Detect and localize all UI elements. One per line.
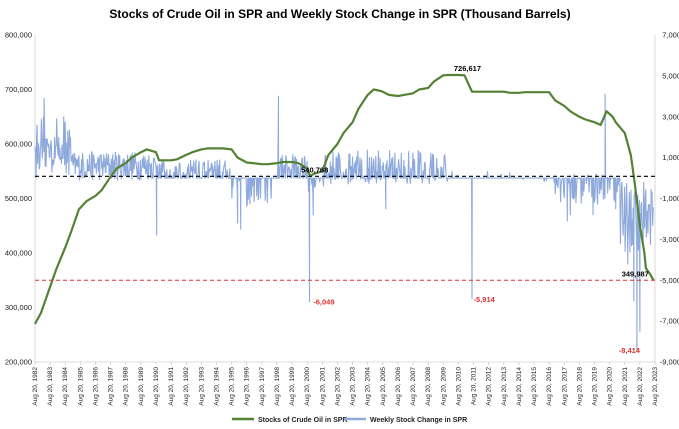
- x-tick-label: Aug 20, 2020: [607, 367, 614, 406]
- x-tick-label: Aug 20, 2012: [486, 367, 493, 406]
- x-tick-label: Aug 20, 1986: [92, 367, 99, 406]
- x-tick-label: Aug 20, 2007: [410, 367, 417, 406]
- x-tick-label: Aug 20, 2009: [440, 367, 447, 406]
- x-tick-label: Aug 20, 2022: [637, 367, 644, 406]
- right-tick-label: 3,000: [662, 112, 679, 121]
- x-tick-label: Aug 20, 2005: [380, 367, 387, 406]
- x-tick-label: Aug 20, 1991: [168, 367, 175, 406]
- right-tick-label: -5,000: [660, 276, 679, 285]
- x-tick-label: Aug 20, 1984: [62, 367, 69, 406]
- x-tick-label: Aug 20, 2010: [455, 367, 462, 406]
- x-tick-label: Aug 20, 1989: [138, 367, 145, 406]
- x-tick-label: Aug 20, 2003: [350, 367, 357, 406]
- annotation-label: 349,987: [622, 269, 649, 278]
- left-axis-ticks: 200,000 300,000 400,000 500,000 600,000 700,0…: [5, 31, 32, 367]
- right-tick-label: -9,000: [660, 358, 679, 367]
- left-tick-label: 800,000: [5, 31, 32, 40]
- x-tick-label: Aug 20, 2008: [425, 367, 432, 406]
- plot-area: [34, 35, 656, 363]
- x-tick-label: Aug 20, 1983: [47, 367, 54, 406]
- x-tick-label: Aug 20, 1994: [213, 367, 220, 406]
- x-tick-label: Aug 20, 1997: [259, 367, 266, 406]
- x-tick-label: Aug 20, 1996: [244, 367, 251, 406]
- x-tick-label: Aug 20, 2004: [365, 367, 372, 406]
- x-tick-label: Aug 20, 2019: [592, 367, 599, 406]
- left-tick-label: 500,000: [5, 194, 32, 203]
- series-weekly-stock-change: [34, 93, 654, 351]
- x-tick-label: Aug 20, 1990: [153, 367, 160, 406]
- chart-title: Stocks of Crude Oil in SPR and Weekly St…: [109, 7, 570, 21]
- x-tick-label: Aug 20, 1995: [229, 367, 236, 406]
- right-tick-label: -7,000: [660, 317, 679, 326]
- right-tick-label: -1,000: [660, 194, 679, 203]
- x-tick-label: Aug 20, 2017: [561, 367, 568, 406]
- legend-label-stocks: Stocks of Crude Oil in SPR: [258, 417, 347, 424]
- left-tick-label: 400,000: [5, 249, 32, 258]
- right-tick-label: 1,000: [662, 153, 679, 162]
- left-tick-label: 600,000: [5, 140, 32, 149]
- stocks-line: [34, 73, 655, 325]
- weekly-change-line: [34, 93, 654, 351]
- x-tick-label: Aug 20, 2011: [471, 367, 478, 406]
- x-tick-label: Aug 20, 1992: [183, 367, 190, 406]
- x-tick-label: Aug 20, 2021: [622, 367, 629, 406]
- x-tick-label: Aug 20, 1999: [289, 367, 296, 406]
- right-tick-label: 5,000: [662, 71, 679, 80]
- x-tick-label: Aug 20, 1982: [32, 367, 39, 406]
- right-tick-label: -3,000: [660, 235, 679, 244]
- annotation-label: -6,049: [313, 298, 334, 307]
- right-tick-label: 7,000: [662, 31, 679, 40]
- x-tick-label: Aug 20, 2018: [576, 367, 583, 406]
- reference-lines: [35, 175, 655, 281]
- x-tick-label: Aug 20, 2000: [304, 367, 311, 406]
- annotation-label: -8,414: [619, 346, 641, 355]
- x-tick-label: Aug 20, 2016: [546, 367, 553, 406]
- legend-label-weekly-change: Weekly Stock Change in SPR: [370, 417, 467, 424]
- x-tick-label: Aug 20, 2002: [334, 367, 341, 406]
- left-tick-label: 200,000: [5, 358, 32, 367]
- x-tick-label: Aug 20, 2023: [652, 367, 659, 406]
- x-tick-label: Aug 20, 1998: [274, 367, 281, 406]
- x-tick-label: Aug 20, 2013: [501, 367, 508, 406]
- x-tick-label: Aug 20, 2006: [395, 367, 402, 406]
- left-tick-label: 700,000: [5, 85, 32, 94]
- x-tick-label: Aug 20, 1988: [123, 367, 130, 406]
- x-tick-label: Aug 20, 2015: [531, 367, 538, 406]
- x-tick-label: Aug 20, 2001: [319, 367, 326, 406]
- annotation-label: 726,617: [454, 64, 481, 73]
- x-tick-label: Aug 20, 1987: [108, 367, 115, 406]
- legend: Stocks of Crude Oil in SPR Weekly Stock …: [232, 417, 467, 424]
- x-tick-label: Aug 20, 1993: [198, 367, 205, 406]
- x-tick-label: Aug 20, 2014: [516, 367, 523, 406]
- annotation-label: -5,914: [474, 295, 496, 304]
- right-axis-ticks: -9,000 -7,000 -5,000 -3,000 -1,000 1,000 3,000…: [660, 31, 679, 367]
- annotations: 726,617 540,768 349,987 -6,049 -5,914 -8,414: [301, 64, 649, 355]
- left-tick-label: 300,000: [5, 303, 32, 312]
- series-stocks-of-crude-oil: [34, 73, 655, 325]
- annotation-label: 540,768: [301, 165, 328, 174]
- x-axis-ticks: Aug 20, 1982 Aug 20, 1983 Aug 20, 1984 Aug …: [32, 362, 659, 406]
- x-tick-label: Aug 20, 1985: [77, 367, 84, 406]
